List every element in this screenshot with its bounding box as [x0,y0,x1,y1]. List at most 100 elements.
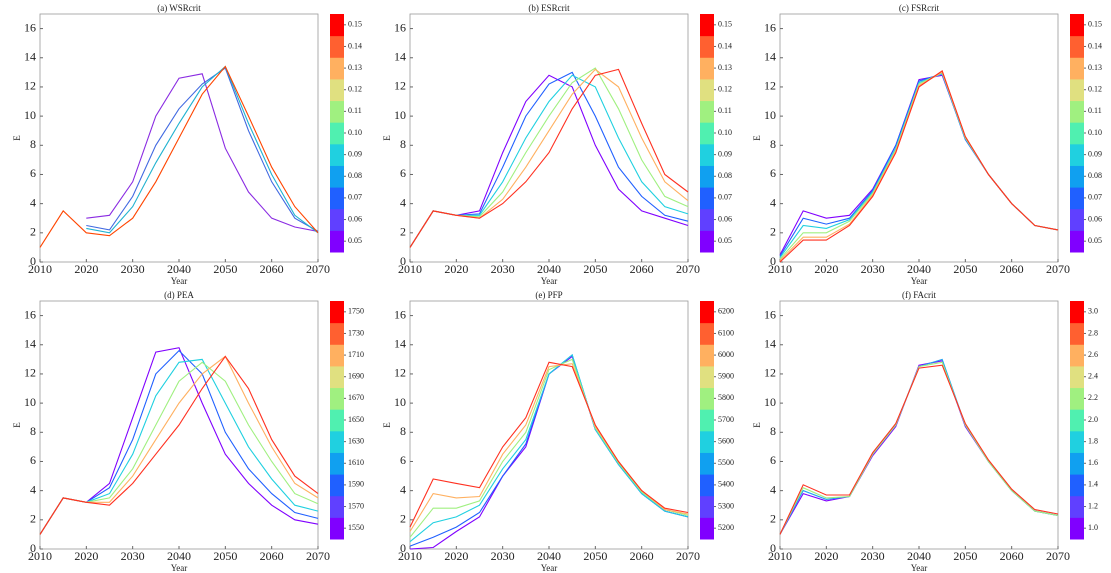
colorbar-tick-label: 1690 [348,372,364,381]
series-line [39,347,319,535]
y-tick-label: 0 [400,254,406,268]
colorbar-block [1070,100,1084,123]
colorbar-block [700,100,714,123]
colorbar-tick-label: 2.2 [1088,393,1098,402]
colorbar-tick-label: 0.05 [1088,236,1102,245]
y-tick-label: 12 [24,366,36,380]
chart-title: (b) ESRcrit [528,3,570,13]
colorbar-tick-label: 0.07 [348,193,362,202]
x-tick-label: 2030 [121,549,145,563]
colorbar-tick-label: 1570 [348,501,364,510]
y-tick-label: 6 [400,453,406,467]
colorbar-tick-label: 5500 [718,458,734,467]
colorbar-block [1070,344,1084,367]
y-tick-label: 8 [400,137,406,151]
colorbar-tick-label: 1630 [348,436,364,445]
colorbar-block [700,409,714,432]
y-tick-label: 4 [770,482,776,496]
x-tick-label: 2050 [953,549,977,563]
colorbar-tick-label: 5800 [718,393,734,402]
colorbar-block [330,14,344,37]
plot-frame [409,300,689,550]
colorbar-tick-label: 0.10 [1088,128,1102,137]
colorbar-tick-label: 0.06 [1088,214,1102,223]
colorbar-block [330,409,344,432]
y-tick-label: 6 [770,166,776,180]
x-tick-label: 2010 [768,549,792,563]
x-tick-label: 2020 [74,549,98,563]
y-tick-label: 12 [764,366,776,380]
y-tick-label: 0 [770,541,776,555]
x-tick-label: 2050 [213,262,237,276]
colorbar-block [330,100,344,123]
colorbar-block [330,143,344,166]
series-line [39,65,319,248]
y-tick-label: 12 [394,79,406,93]
y-tick-label: 10 [764,108,776,122]
x-axis-label: Year [911,563,928,573]
colorbar-tick-label: 6200 [718,307,734,316]
colorbar-tick-label: 0.10 [718,128,732,137]
x-axis-label: Year [171,563,188,573]
x-tick-label: 2020 [444,262,468,276]
colorbar-block [700,35,714,58]
colorbar-block [1070,452,1084,475]
colorbar-tick-label: 0.08 [1088,171,1102,180]
y-tick-label: 6 [30,166,36,180]
y-tick-label: 14 [764,50,776,64]
colorbar-block [330,165,344,188]
y-tick-label: 16 [764,20,776,34]
colorbar-tick-label: 0.08 [718,171,732,180]
colorbar-block [330,187,344,210]
series-line [409,355,689,550]
colorbar-tick-label: 0.08 [348,171,362,180]
series-line [779,364,1059,535]
colorbar-tick-label: 0.13 [1088,63,1102,72]
y-axis-label: E [382,422,392,428]
y-axis-label: E [382,135,392,141]
colorbar-block [1070,474,1084,497]
chart-title: (c) FSRcrit [899,3,940,13]
x-tick-label: 2050 [583,262,607,276]
colorbar-tick-label: 0.09 [718,149,732,158]
y-tick-label: 12 [394,366,406,380]
y-tick-label: 0 [400,541,406,555]
x-tick-label: 2060 [260,262,284,276]
x-tick-label: 2060 [630,262,654,276]
colorbar-block [1070,143,1084,166]
colorbar-block [330,208,344,231]
plot-frame [409,13,689,263]
series-line [86,67,319,232]
colorbar-block [1070,78,1084,102]
x-tick-label: 2040 [907,549,931,563]
colorbar-block [700,301,714,324]
y-tick-label: 10 [24,395,36,409]
y-tick-label: 10 [394,108,406,122]
colorbar-block [330,122,344,145]
colorbar-tick-label: 1710 [348,350,364,359]
colorbar-block [700,344,714,367]
x-tick-label: 2020 [814,549,838,563]
x-tick-label: 2060 [260,549,284,563]
colorbar-tick-label: 1.2 [1088,501,1098,510]
colorbar-block [1070,517,1084,540]
colorbar-block [1070,365,1084,389]
x-tick-label: 2070 [306,549,330,563]
colorbar-tick-label: 6000 [718,350,734,359]
colorbar-block [700,452,714,475]
y-tick-label: 8 [30,137,36,151]
colorbar-tick-label: 0.10 [348,128,362,137]
colorbar-block [700,78,714,102]
y-tick-label: 16 [764,307,776,321]
colorbar-tick-label: 0.11 [718,106,732,115]
y-axis-label: E [752,135,762,141]
x-tick-label: 2060 [630,549,654,563]
series-line [39,355,319,535]
colorbar-tick-label: 3.0 [1088,307,1098,316]
x-axis-label: Year [541,276,558,286]
y-tick-label: 8 [400,424,406,438]
y-tick-label: 6 [400,166,406,180]
colorbar-tick-label: 2.4 [1088,372,1098,381]
y-tick-label: 14 [24,337,36,351]
